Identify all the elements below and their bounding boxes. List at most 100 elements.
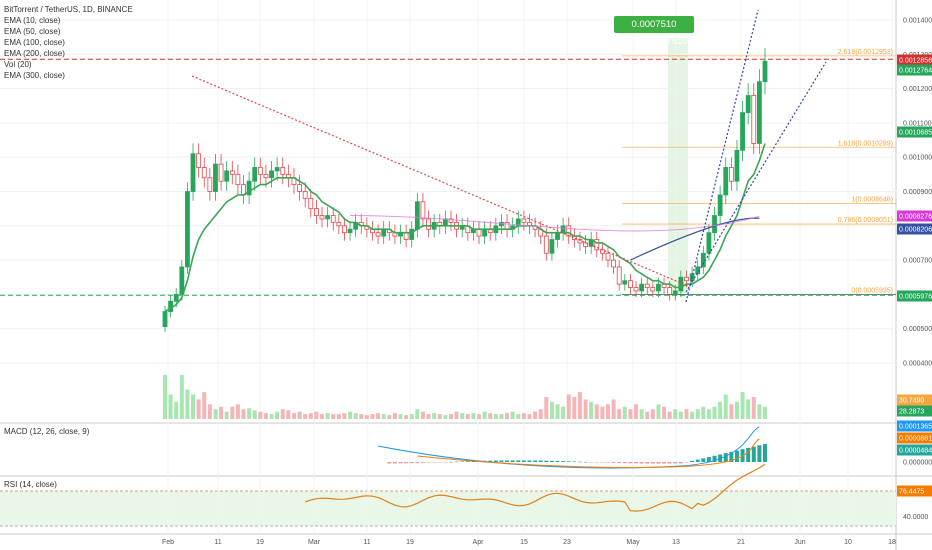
macd-histogram-bar [589, 462, 594, 463]
macd-histogram-bar [549, 460, 554, 462]
volume-bar [662, 406, 667, 419]
candle-body [207, 177, 213, 192]
time-tick-label: 18 [888, 539, 896, 546]
volume-bar [269, 414, 274, 419]
rsi-line [305, 463, 766, 512]
rsi-label[interactable]: RSI (14, close) [4, 480, 57, 489]
time-tick-label: 11 [214, 539, 221, 546]
chart-title: BitTorrent / TetherUS, 1D, BINANCE [4, 5, 133, 14]
volume-bar [712, 406, 717, 419]
candle-body [235, 173, 241, 186]
volume-bar [482, 411, 487, 419]
legend-ema200[interactable]: EMA (200, close) [4, 49, 65, 58]
volume-bar [280, 409, 285, 419]
candle-body [414, 201, 420, 230]
candle-body [162, 311, 168, 328]
volume-badge: 30.7490 [899, 398, 924, 405]
ema-lines [164, 143, 766, 313]
volume-bar [163, 374, 167, 419]
volume-bar [594, 404, 599, 419]
volume-bar [381, 414, 386, 419]
macd-pane: 0.0000000 [377, 426, 932, 469]
macd-histogram-bar [499, 460, 504, 462]
red-downtrend-line [191, 75, 689, 287]
rsi-band [0, 491, 896, 526]
price-badge-bg [897, 210, 932, 222]
candle-body [751, 95, 757, 144]
candle-body [173, 293, 179, 302]
volume-bar [549, 401, 554, 419]
volume-badge: 28.2873 [899, 409, 924, 416]
time-tick-label: Jun [794, 539, 805, 546]
candle-body [656, 283, 661, 292]
volume-bar [751, 396, 756, 419]
macd-histogram-bar [561, 461, 566, 462]
candle-body [728, 167, 734, 182]
volume-bar [443, 415, 448, 419]
candle-body [628, 280, 633, 288]
candle-body [543, 235, 549, 254]
macd-histogram-bar [600, 462, 605, 463]
candle-body [218, 163, 224, 182]
volume-bar [185, 389, 190, 419]
volume-bar [533, 411, 538, 419]
volume-bar [600, 406, 605, 419]
candle-body [734, 149, 740, 182]
volume-bar [516, 414, 521, 419]
legend-volume[interactable]: Vol (20) [4, 60, 32, 69]
candle-body [297, 184, 302, 192]
volume-bar [605, 404, 610, 419]
ema100-line [349, 215, 760, 232]
macd-histogram-bar [465, 461, 470, 462]
candle-body [684, 276, 689, 282]
macd-label[interactable]: MACD (12, 26, close, 9) [4, 427, 90, 436]
macd-signal-line [417, 438, 760, 469]
legend-ema50[interactable]: EMA (50, close) [4, 27, 61, 36]
volume-bar [577, 392, 582, 419]
volume-bar [202, 392, 207, 419]
volume-bar [420, 411, 425, 419]
legend-ema300[interactable]: EMA (300, close) [4, 71, 65, 80]
time-tick-label: May [626, 539, 640, 546]
volume-bar [235, 404, 240, 419]
volume-bar [437, 414, 442, 419]
volume-bar [465, 414, 470, 419]
candle-body [521, 218, 527, 223]
volume-bar [314, 411, 319, 419]
volume-bar [723, 394, 728, 419]
price-badge-bg [897, 223, 932, 235]
volume-bar [460, 413, 465, 419]
candle-body [560, 225, 566, 234]
candle-body [257, 167, 263, 175]
volume-bar [527, 414, 532, 419]
candle-body [723, 167, 729, 196]
volume-bar [622, 406, 627, 419]
legend-ema100[interactable]: EMA (100, close) [4, 38, 65, 47]
candle-body [381, 228, 387, 237]
volume-bar [448, 414, 453, 419]
candle-body [342, 225, 347, 234]
candle-body [325, 215, 331, 220]
macd-histogram-bar [566, 461, 571, 462]
candle-body [375, 232, 381, 237]
legend-ema10[interactable]: EMA (10, close) [4, 16, 61, 25]
candle-body [594, 239, 600, 251]
candle-body [442, 218, 448, 227]
macd-badge-bg [897, 432, 932, 444]
volume-badge-bg [897, 405, 932, 417]
time-tick-label: 10 [844, 539, 852, 546]
volume-bar [286, 410, 291, 419]
candle-body [577, 239, 583, 244]
volume-bar [348, 411, 353, 419]
price-badge: 0.0010685 [899, 130, 932, 137]
volume-bar [718, 401, 723, 419]
price-badge-bg [897, 54, 932, 66]
volume-bar [566, 394, 571, 419]
macd-histogram-bar [538, 460, 543, 462]
candle-body [633, 287, 639, 292]
volume-bar [538, 409, 543, 419]
macd-badge-bg [897, 444, 932, 456]
